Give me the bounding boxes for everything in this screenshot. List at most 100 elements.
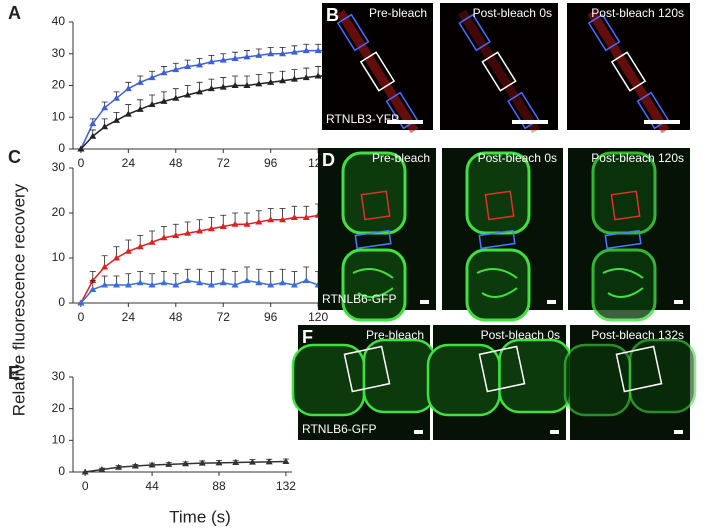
cell-network	[476, 268, 518, 298]
y-tick-label: 30	[52, 46, 66, 60]
point	[148, 238, 156, 245]
point	[215, 459, 223, 466]
point	[160, 69, 168, 76]
frame-label: Post-bleach 0s	[473, 6, 552, 20]
image-frame: Post-bleach 120s	[567, 3, 690, 134]
point	[231, 281, 239, 288]
point	[243, 53, 251, 60]
point	[136, 243, 144, 250]
image-frame: Post-bleach 0s	[426, 325, 573, 440]
image-frame: Pre-bleach	[318, 148, 436, 322]
roi-white	[478, 345, 526, 393]
point	[89, 277, 97, 283]
point	[124, 281, 132, 288]
point	[196, 88, 204, 95]
y-tick-label: 20	[52, 78, 66, 92]
scale-bar	[644, 120, 680, 124]
point	[267, 281, 275, 288]
point	[232, 459, 240, 465]
point	[267, 216, 275, 223]
roi-blue	[385, 91, 419, 130]
point	[279, 50, 287, 57]
point	[124, 85, 132, 92]
point	[112, 254, 120, 261]
roi-blue	[604, 229, 642, 250]
strand	[587, 9, 670, 134]
point	[196, 227, 204, 234]
y-tick-label: 0	[58, 295, 65, 309]
frame-label: Post-bleach 0s	[481, 328, 560, 342]
point	[165, 460, 173, 467]
y-tick-label: 40	[52, 14, 66, 28]
series-line	[80, 279, 331, 304]
image-frame: Post-bleach 0s	[440, 3, 558, 134]
series-line	[80, 49, 330, 150]
roi-red	[484, 190, 515, 221]
point	[77, 299, 85, 306]
roi-blue	[336, 13, 370, 52]
point	[160, 279, 168, 286]
point	[302, 74, 310, 81]
point	[131, 462, 139, 469]
point	[124, 110, 132, 117]
point	[101, 123, 109, 130]
point	[89, 132, 97, 139]
point	[115, 463, 123, 470]
point	[182, 460, 190, 467]
scale-bar	[387, 120, 423, 124]
point	[302, 214, 310, 220]
frame-label: Pre-bleach	[372, 151, 430, 165]
scale-bar	[414, 430, 423, 434]
roi-red	[610, 190, 641, 221]
cell-network	[602, 268, 644, 298]
point	[98, 465, 106, 472]
roi-red	[360, 190, 391, 221]
point	[290, 75, 298, 82]
cell	[341, 248, 407, 322]
point	[136, 279, 144, 286]
point	[112, 281, 120, 288]
point	[89, 120, 97, 127]
point	[160, 234, 168, 241]
point	[282, 458, 290, 465]
point	[219, 279, 227, 286]
point	[231, 82, 239, 88]
point	[196, 61, 204, 68]
x-tick-label: 96	[264, 310, 278, 324]
point	[255, 218, 263, 225]
point	[101, 281, 109, 288]
cell	[591, 248, 657, 322]
point	[279, 216, 287, 223]
point	[112, 116, 120, 123]
roi-white	[343, 345, 391, 393]
point	[81, 468, 89, 475]
point	[184, 277, 192, 283]
cell	[563, 343, 632, 417]
point	[112, 94, 120, 101]
roi-blue	[354, 229, 392, 250]
x-tick-label: 24	[122, 310, 136, 324]
frame-label: Post-bleach 0s	[478, 151, 557, 165]
point	[279, 279, 287, 286]
point	[196, 279, 204, 286]
roi-white	[610, 51, 647, 92]
panel-letter: F	[302, 327, 313, 347]
point	[314, 72, 322, 79]
point	[184, 91, 192, 98]
cell	[291, 343, 366, 417]
panel-letter: B	[326, 5, 339, 25]
point	[101, 263, 109, 270]
point	[231, 220, 239, 227]
point	[101, 104, 109, 111]
cell	[498, 338, 573, 414]
cell	[426, 343, 501, 417]
point	[198, 459, 206, 466]
image-frame: Post-bleach 120s	[568, 148, 690, 322]
scale-bar	[547, 300, 556, 304]
image-frame: Pre-bleach	[322, 3, 433, 134]
strand	[458, 9, 540, 134]
point	[160, 97, 168, 104]
y-tick-label: 0	[58, 141, 65, 155]
er-strand	[458, 9, 540, 134]
